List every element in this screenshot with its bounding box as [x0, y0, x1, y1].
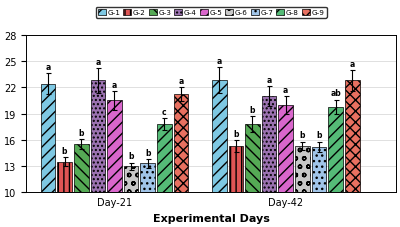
Bar: [295, 146, 310, 192]
Bar: [157, 125, 172, 192]
Bar: [212, 81, 226, 192]
Text: b: b: [78, 128, 84, 137]
Text: a: a: [95, 57, 100, 67]
Bar: [140, 164, 155, 192]
Bar: [107, 101, 122, 192]
Bar: [262, 97, 276, 192]
X-axis label: Experimental Days: Experimental Days: [153, 213, 270, 223]
Text: ab: ab: [330, 89, 341, 98]
Text: b: b: [62, 146, 67, 155]
Text: b: b: [233, 129, 238, 138]
Bar: [57, 162, 72, 192]
Bar: [124, 166, 138, 192]
Bar: [245, 125, 260, 192]
Bar: [278, 105, 293, 192]
Bar: [40, 84, 55, 192]
Text: b: b: [128, 152, 134, 161]
Bar: [174, 95, 188, 192]
Text: c: c: [162, 107, 167, 116]
Text: a: a: [283, 85, 288, 94]
Text: a: a: [45, 63, 50, 72]
Text: b: b: [145, 148, 150, 157]
Bar: [328, 107, 343, 192]
Text: a: a: [178, 77, 184, 86]
Text: b: b: [250, 106, 255, 114]
Text: a: a: [112, 80, 117, 89]
Bar: [228, 146, 243, 192]
Text: a: a: [350, 59, 355, 68]
Text: a: a: [266, 76, 272, 85]
Text: b: b: [316, 131, 322, 140]
Bar: [90, 81, 105, 192]
Text: a: a: [216, 57, 222, 66]
Bar: [74, 145, 88, 192]
Bar: [345, 81, 360, 192]
Legend: G-1, G-2, G-3, G-4, G-5, G-6, G-7, G-8, G-9: G-1, G-2, G-3, G-4, G-5, G-6, G-7, G-8, …: [96, 8, 327, 18]
Text: b: b: [300, 131, 305, 140]
Bar: [312, 147, 326, 192]
